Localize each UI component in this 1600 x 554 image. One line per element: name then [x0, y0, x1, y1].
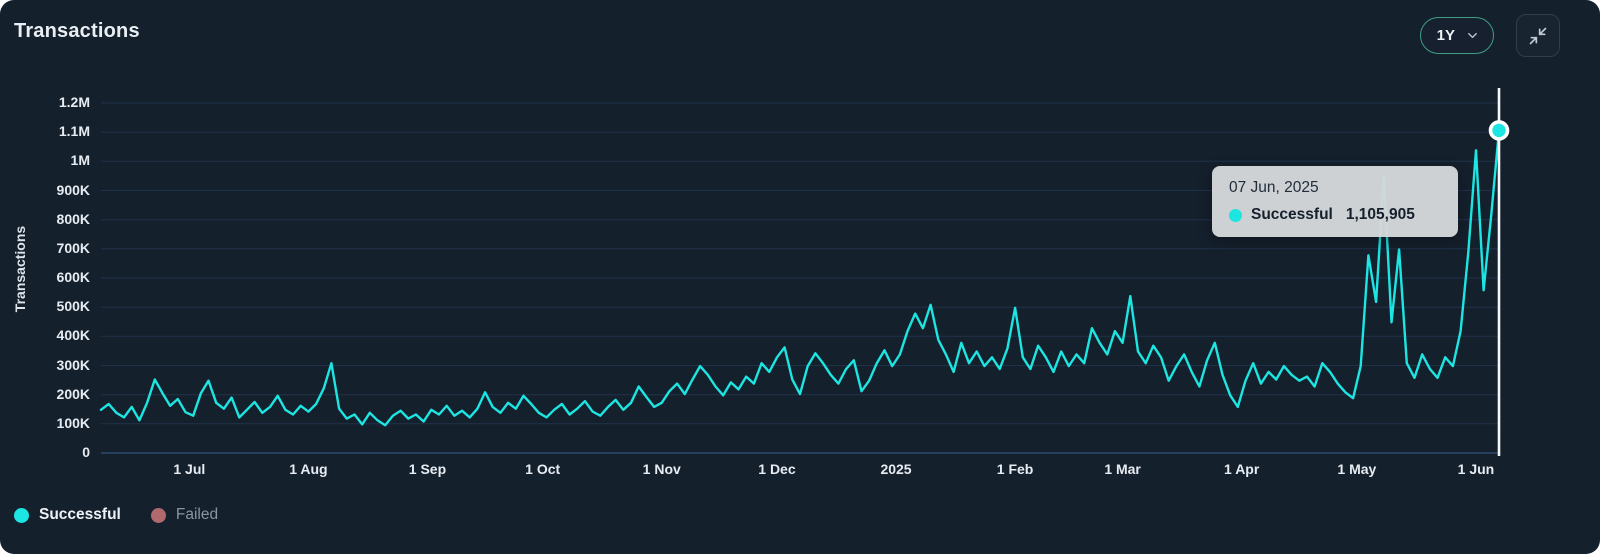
y-tick-label: 100K	[56, 414, 90, 431]
x-tick-label: 1 Oct	[525, 461, 561, 477]
y-tick-label: 900K	[56, 181, 90, 198]
line-chart-plot[interactable]	[99, 85, 1510, 465]
tooltip-series-row: Successful 1,105,905	[1229, 206, 1441, 224]
y-tick-label: 1M	[70, 152, 90, 169]
collapse-icon	[1529, 27, 1547, 44]
x-tick-label: 1 Mar	[1104, 461, 1141, 477]
y-tick-label: 1.1M	[58, 123, 90, 140]
x-tick-label: 1 Aug	[289, 461, 328, 477]
x-tick-label: 1 Nov	[642, 461, 681, 477]
y-tick-label: 1.2M	[58, 94, 90, 110]
y-tick-label: 400K	[56, 327, 90, 344]
time-range-value: 1Y	[1436, 27, 1455, 44]
y-tick-label: 200K	[56, 385, 90, 402]
y-tick-label: 600K	[56, 269, 90, 285]
legend-item-successful[interactable]: Successful	[14, 506, 121, 524]
x-tick-label: 1 Sep	[408, 461, 447, 477]
successful-legend-label: Successful	[39, 506, 121, 523]
failed-legend-dot	[150, 507, 166, 523]
tooltip-series-label: Successful	[1251, 206, 1333, 223]
successful-series-dot	[1229, 208, 1242, 222]
x-tick-label: 2025	[880, 461, 912, 477]
x-tick-label: 1 Apr	[1224, 461, 1260, 477]
x-tick-label: 1 Jun	[1457, 461, 1495, 477]
highlighted-point-marker	[1488, 120, 1510, 141]
chevron-down-icon	[1468, 33, 1477, 38]
page-title: Transactions	[14, 20, 140, 42]
x-tick-label: 1 May	[1337, 461, 1377, 477]
successful-series-line	[99, 129, 1501, 427]
legend-item-failed[interactable]: Failed	[150, 506, 219, 524]
x-tick-label: 1 Jul	[173, 461, 206, 477]
chart-tooltip: 07 Jun, 2025 Successful 1,105,905	[1212, 166, 1458, 237]
y-tick-label: 300K	[56, 356, 90, 373]
tooltip-value: 1,105,905	[1345, 206, 1415, 223]
time-range-selector[interactable]: 1Y	[1419, 17, 1494, 54]
x-tick-label: 1 Feb	[996, 461, 1034, 477]
y-tick-label: 0	[82, 444, 90, 460]
failed-legend-label: Failed	[175, 506, 219, 523]
successful-legend-dot	[14, 507, 29, 523]
chart-legend: Successful Failed	[14, 506, 218, 524]
y-tick-label: 700K	[56, 239, 90, 256]
tooltip-date: 07 Jun, 2025	[1229, 179, 1319, 196]
collapse-chart-button[interactable]	[1516, 14, 1560, 57]
x-tick-label: 1 Dec	[758, 461, 796, 477]
y-tick-label: 800K	[56, 210, 90, 227]
y-tick-label: 500K	[56, 298, 90, 315]
